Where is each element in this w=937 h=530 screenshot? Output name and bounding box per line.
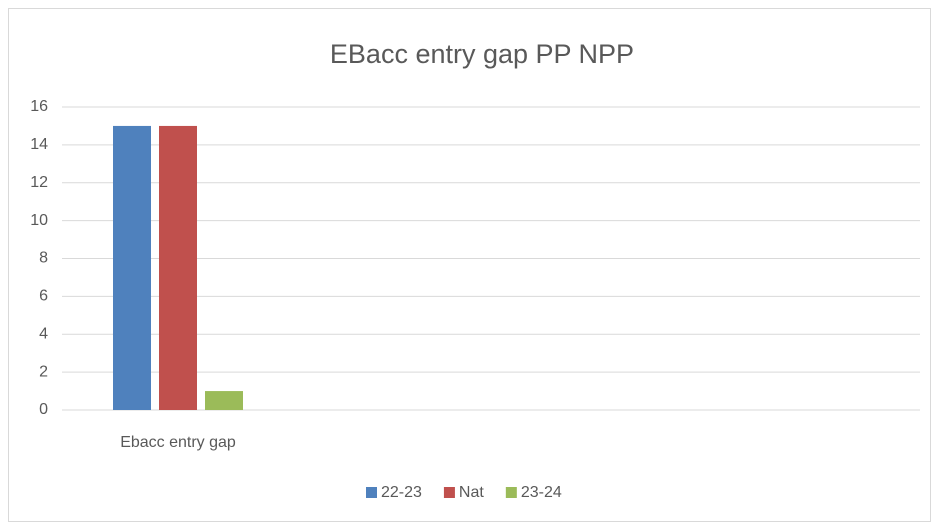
legend-swatch	[366, 487, 377, 498]
legend-swatch	[505, 487, 517, 498]
y-tick-label: 16	[30, 98, 48, 115]
chart-title: EBacc entry gap PP NPP	[330, 39, 634, 69]
y-tick-label: 0	[39, 401, 48, 418]
bar	[113, 125, 151, 410]
x-tick-label: Ebacc entry gap	[120, 434, 236, 451]
bar	[159, 125, 197, 410]
legend-label: Nat	[459, 484, 484, 501]
legend-swatch	[443, 487, 455, 498]
y-tick-label: 4	[39, 325, 48, 342]
y-tick-label: 8	[39, 250, 48, 267]
legend-label: 22-23	[381, 484, 422, 501]
y-tick-label: 10	[30, 212, 48, 229]
y-tick-label: 2	[39, 363, 48, 380]
y-tick-label: 14	[30, 136, 48, 153]
bar	[205, 391, 243, 410]
y-tick-label: 12	[30, 174, 48, 191]
legend-label: 23-24	[521, 484, 562, 501]
y-tick-label: 6	[39, 288, 48, 305]
